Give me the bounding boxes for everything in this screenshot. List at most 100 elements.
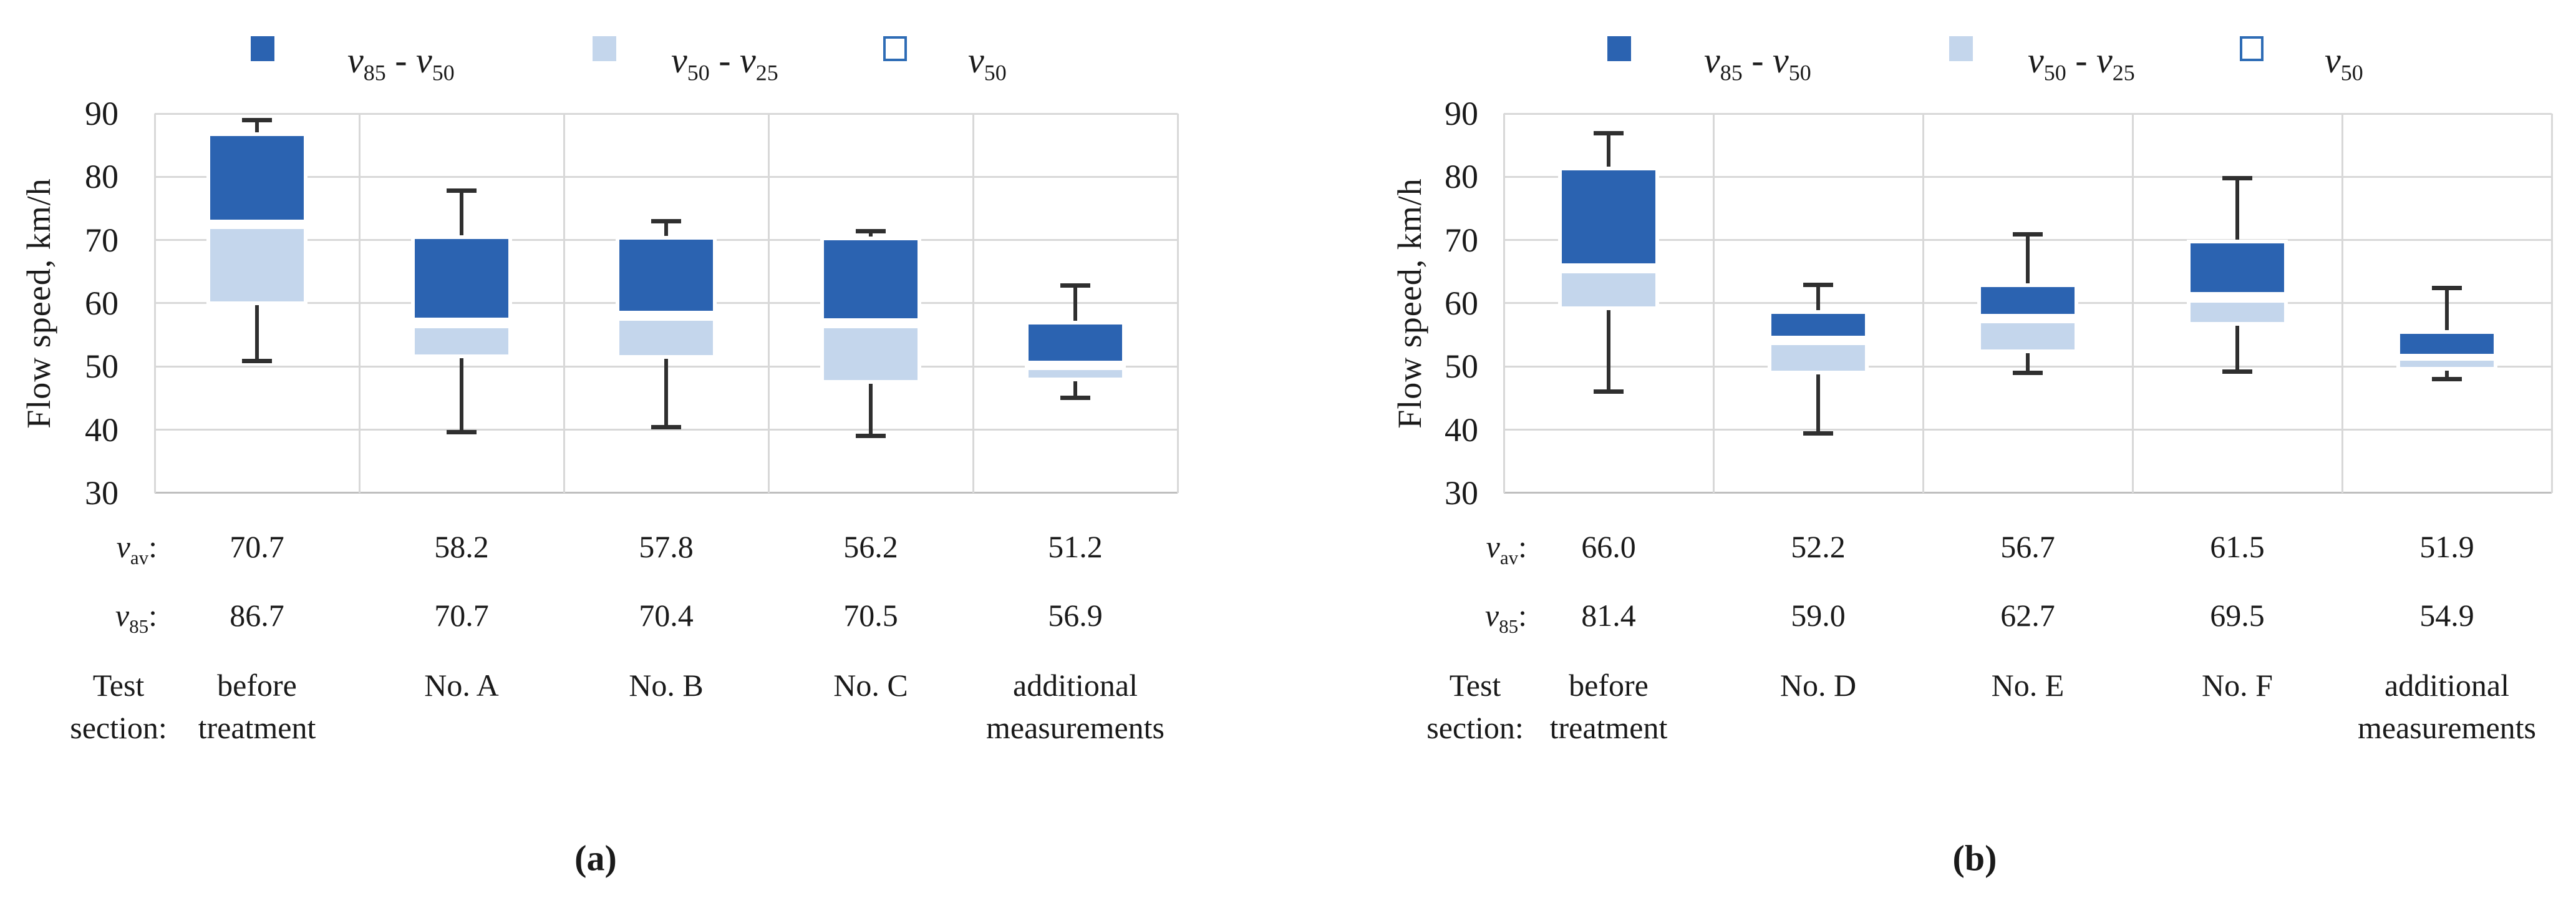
legend-label: v50 - v25 <box>671 40 778 85</box>
whisker-cap-max <box>2013 232 2043 237</box>
y-tick-label: 90 <box>85 95 119 132</box>
category-label: before <box>217 668 297 703</box>
y-tick-label: 60 <box>1445 284 1478 322</box>
box-v85-v50 <box>415 238 508 318</box>
category-label: No. B <box>629 668 704 703</box>
gridline-h <box>1504 492 2552 494</box>
whisker-cap-min <box>2432 376 2462 381</box>
category-label: No. D <box>1779 668 1857 703</box>
value-v85: 69.5 <box>2210 598 2265 633</box>
gridline-h <box>155 492 1178 494</box>
whisker <box>2445 287 2449 379</box>
legend-label: v50 <box>968 40 1007 85</box>
v50-marker <box>1771 335 1865 345</box>
gridline-v <box>153 114 156 493</box>
v50-marker <box>824 318 918 328</box>
y-tick-label: 90 <box>1445 95 1478 132</box>
gridline-h <box>1504 112 2552 115</box>
row-header-v85: v85: <box>1484 598 1527 637</box>
box-v50-v25 <box>1562 273 1655 307</box>
legend-label: v50 <box>2325 40 2363 85</box>
row-header-v85: v85: <box>115 598 157 637</box>
gridline-v <box>358 114 361 493</box>
legend-label: v85 - v50 <box>347 40 455 85</box>
y-tick-label: 50 <box>85 348 119 386</box>
y-tick-label: 30 <box>1445 474 1478 512</box>
gridline-v <box>767 114 770 493</box>
dark-blue-swatch-icon <box>251 36 274 61</box>
value-vav: 70.7 <box>230 529 284 564</box>
category-label: additional <box>1013 668 1138 703</box>
value-vav: 57.8 <box>639 529 694 564</box>
y-tick-label: 80 <box>85 158 119 196</box>
category-label: No. F <box>2202 668 2273 703</box>
value-vav: 51.2 <box>1048 529 1103 564</box>
gridline-v <box>563 114 565 493</box>
gridline-v <box>2341 114 2343 493</box>
whisker-cap-max <box>651 219 681 224</box>
legend-label: v50 - v25 <box>2028 40 2135 85</box>
light-blue-swatch-icon <box>593 36 616 61</box>
row-header-vav: vav: <box>1486 529 1527 569</box>
v50-marker <box>1562 263 1655 274</box>
gridline-v <box>2550 114 2553 493</box>
box-v50-v25 <box>415 328 508 355</box>
box-v85-v50 <box>824 240 918 319</box>
whisker-cap-min <box>2013 371 2043 376</box>
y-tick-label: 80 <box>1445 158 1478 196</box>
whisker-cap-max <box>2432 285 2462 290</box>
box-v85-v50 <box>2191 243 2284 292</box>
category-label: treatment <box>1549 710 1668 745</box>
category-label: additional <box>2385 668 2509 703</box>
value-vav: 61.5 <box>2210 529 2265 564</box>
box-v50-v25 <box>1771 344 1865 371</box>
box-v85-v50 <box>1562 170 1655 264</box>
gridline-h <box>1504 175 2552 178</box>
box-v85-v50 <box>210 136 304 220</box>
value-vav: 51.9 <box>2419 529 2474 564</box>
v50-marker <box>1981 314 2075 324</box>
white-outline-swatch-icon <box>2240 36 2264 61</box>
gridline-v <box>1176 114 1179 493</box>
row-header-section: Test <box>1449 668 1501 703</box>
y-tick-label: 70 <box>85 221 119 259</box>
chart-panel-a: Flow speed, km/h v85 - v50 v50 - v25 v50 9… <box>20 36 1179 879</box>
gridline-v <box>2131 114 2134 493</box>
box-v50-v25 <box>2400 361 2494 368</box>
value-vav: 58.2 <box>434 529 489 564</box>
row-header-section: Test <box>92 668 145 703</box>
gridline-h <box>155 175 1178 178</box>
panel-caption: (b) <box>1952 837 1997 879</box>
whisker-cap-min <box>242 359 272 364</box>
box-v85-v50 <box>1981 286 2075 315</box>
value-vav: 52.2 <box>1791 529 1846 564</box>
category-label: No. C <box>833 668 908 703</box>
whisker-cap-min <box>1594 389 1624 394</box>
chart-panel-b: Flow speed, km/h v85 - v50 v50 - v25 v50 9… <box>1288 0 2576 903</box>
box-v85-v50 <box>1029 325 1122 361</box>
value-v85: 70.4 <box>639 598 694 633</box>
gridline-h <box>1504 429 2552 431</box>
v50-marker <box>2400 354 2494 361</box>
v50-marker <box>2191 291 2284 303</box>
row-header-section: section: <box>1426 710 1524 745</box>
light-blue-swatch-icon <box>1949 36 1973 61</box>
whisker-cap-max <box>1594 131 1624 136</box>
box-v85-v50 <box>1771 314 1865 336</box>
y-tick-label: 70 <box>1445 221 1478 259</box>
box-v50-v25 <box>824 328 918 380</box>
whisker-cap-max <box>856 229 886 234</box>
value-v85: 70.5 <box>843 598 898 633</box>
v50-marker <box>619 311 713 321</box>
value-vav: 56.7 <box>2000 529 2055 564</box>
category-label: No. E <box>1991 668 2065 703</box>
value-v85: 56.9 <box>1048 598 1103 633</box>
whisker-cap-min <box>2222 369 2252 374</box>
gridline-v <box>1922 114 1924 493</box>
value-v85: 70.7 <box>434 598 489 633</box>
gridline-v <box>972 114 974 493</box>
box-v85-v50 <box>2400 333 2494 354</box>
box-v85-v50 <box>619 239 713 311</box>
value-vav: 66.0 <box>1581 529 1636 564</box>
